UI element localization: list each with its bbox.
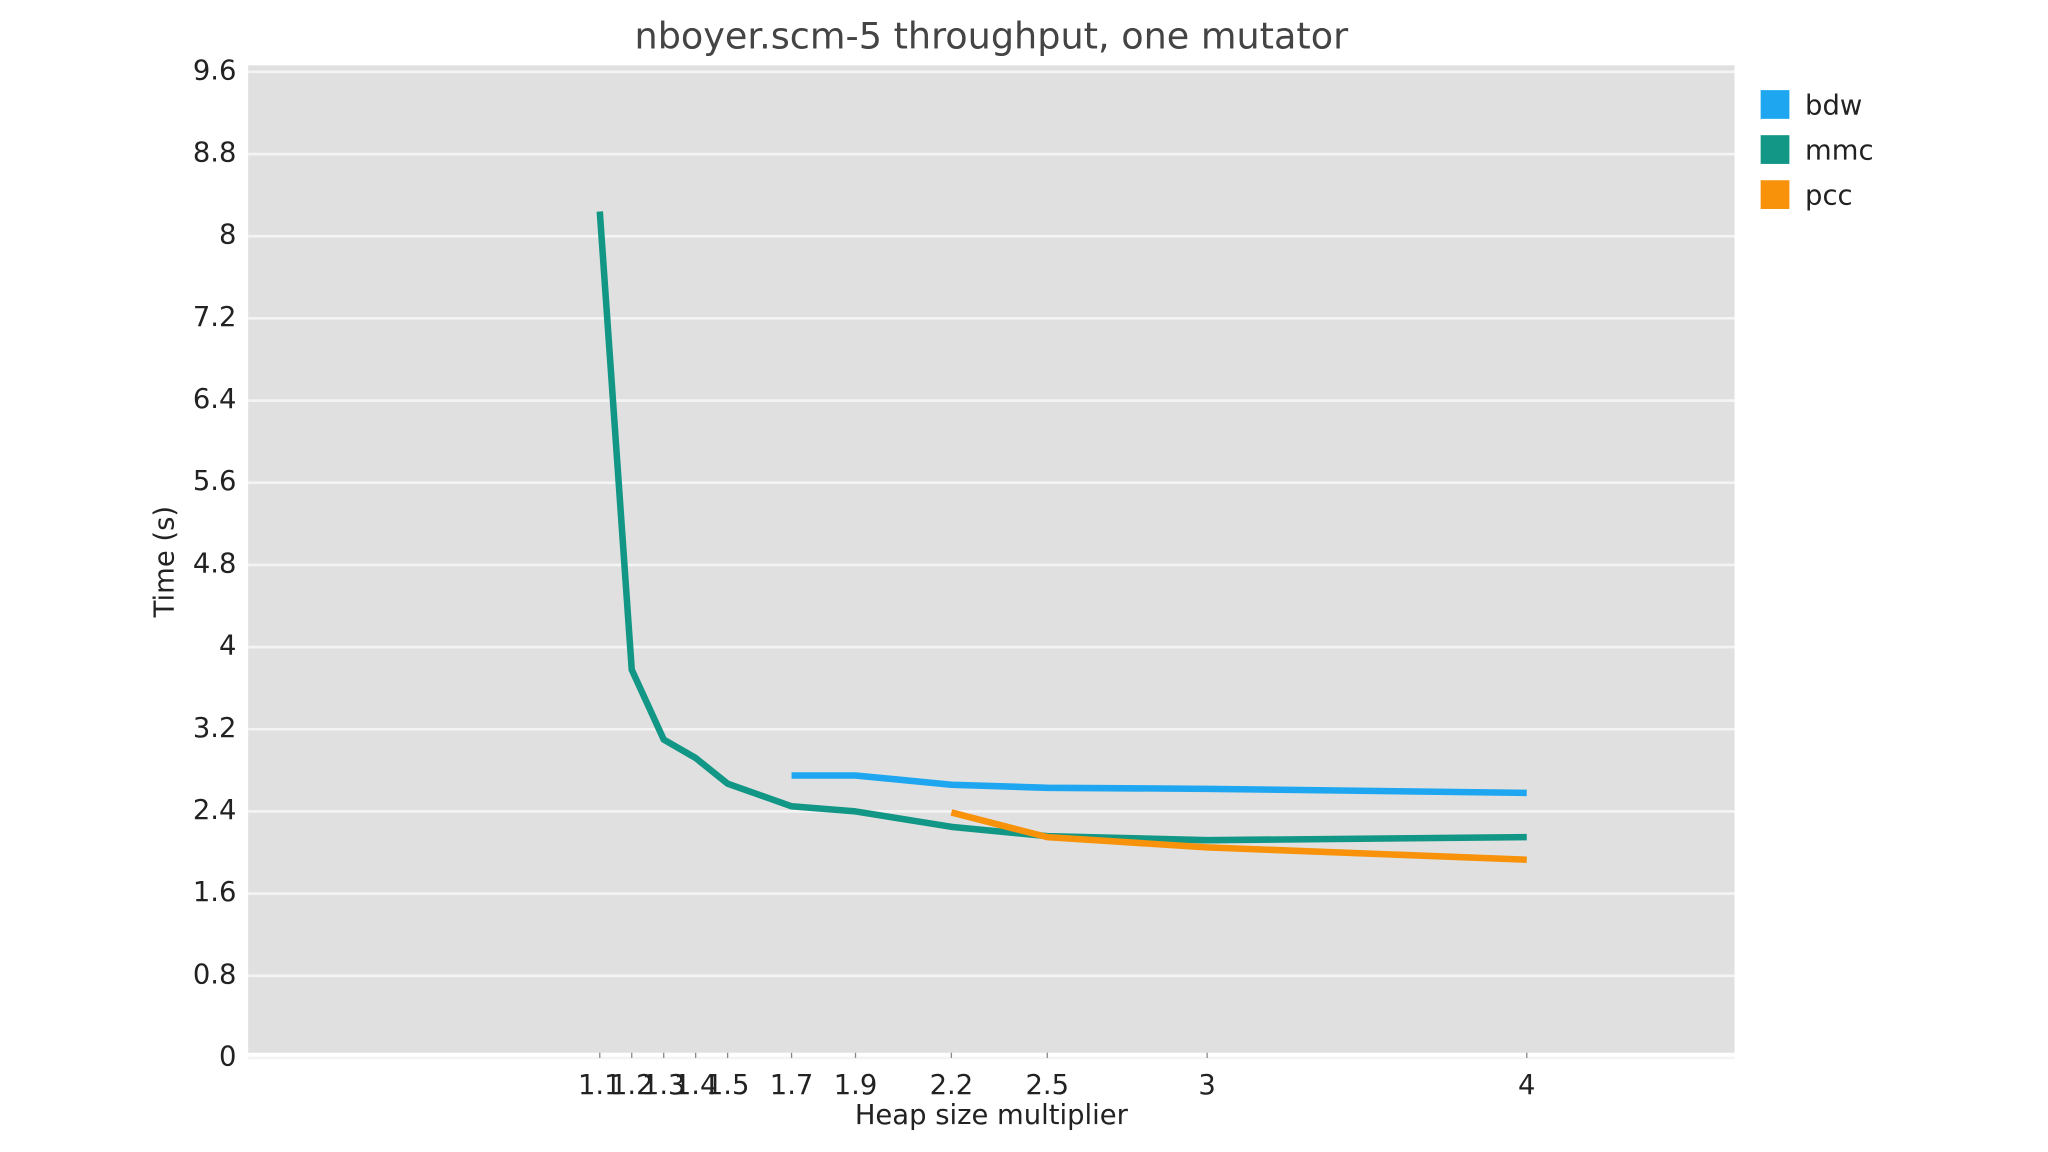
x-tick-label: 2.5 xyxy=(1025,1070,1069,1101)
line-series xyxy=(950,809,1527,863)
x-axis-label: Heap size multiplier xyxy=(855,1100,1129,1131)
line-series xyxy=(791,772,1527,797)
x-tick-label: 1.4 xyxy=(674,1070,718,1101)
y-tick-label: 2.4 xyxy=(193,795,237,826)
y-tick-label: 8 xyxy=(219,220,236,251)
y-tick-label: 6.4 xyxy=(193,384,237,415)
y-tick-label: 3.2 xyxy=(193,713,237,744)
x-tick-label: 1.9 xyxy=(834,1070,878,1101)
x-tick-label: 1.7 xyxy=(770,1070,814,1101)
x-tick-label: 3 xyxy=(1198,1070,1215,1101)
y-tick-label: 8.8 xyxy=(193,138,237,169)
legend-label: pcc xyxy=(1805,181,1853,212)
legend-label: bdw xyxy=(1805,91,1862,122)
y-tick-label: 7.2 xyxy=(193,302,237,333)
y-tick-label: 0.8 xyxy=(193,959,237,990)
chart-title: nboyer.scm-5 throughput, one mutator xyxy=(635,14,1350,57)
legend-swatch xyxy=(1760,180,1790,209)
x-tick-label: 2.2 xyxy=(930,1070,974,1101)
x-tick-label: 1.5 xyxy=(706,1070,750,1101)
legend-swatch xyxy=(1760,135,1790,164)
y-tick-label: 5.6 xyxy=(193,466,237,497)
x-tick-label: 4 xyxy=(1518,1070,1535,1101)
legend-label: mmc xyxy=(1805,136,1873,167)
y-tick-label: 1.6 xyxy=(193,877,237,908)
plot-area xyxy=(248,65,1735,1053)
x-tick-label: 1.1 xyxy=(578,1070,622,1101)
legend-swatch xyxy=(1760,90,1790,119)
y-tick-label: 4.8 xyxy=(193,548,237,579)
y-tick-label: 4 xyxy=(219,631,236,662)
y-axis-label: Time (s) xyxy=(149,506,180,618)
y-tick-label: 9.6 xyxy=(193,55,237,86)
y-tick-label: 0 xyxy=(219,1041,236,1072)
x-tick-label: 1.2 xyxy=(610,1070,654,1101)
x-tick-label: 1.3 xyxy=(642,1070,686,1101)
